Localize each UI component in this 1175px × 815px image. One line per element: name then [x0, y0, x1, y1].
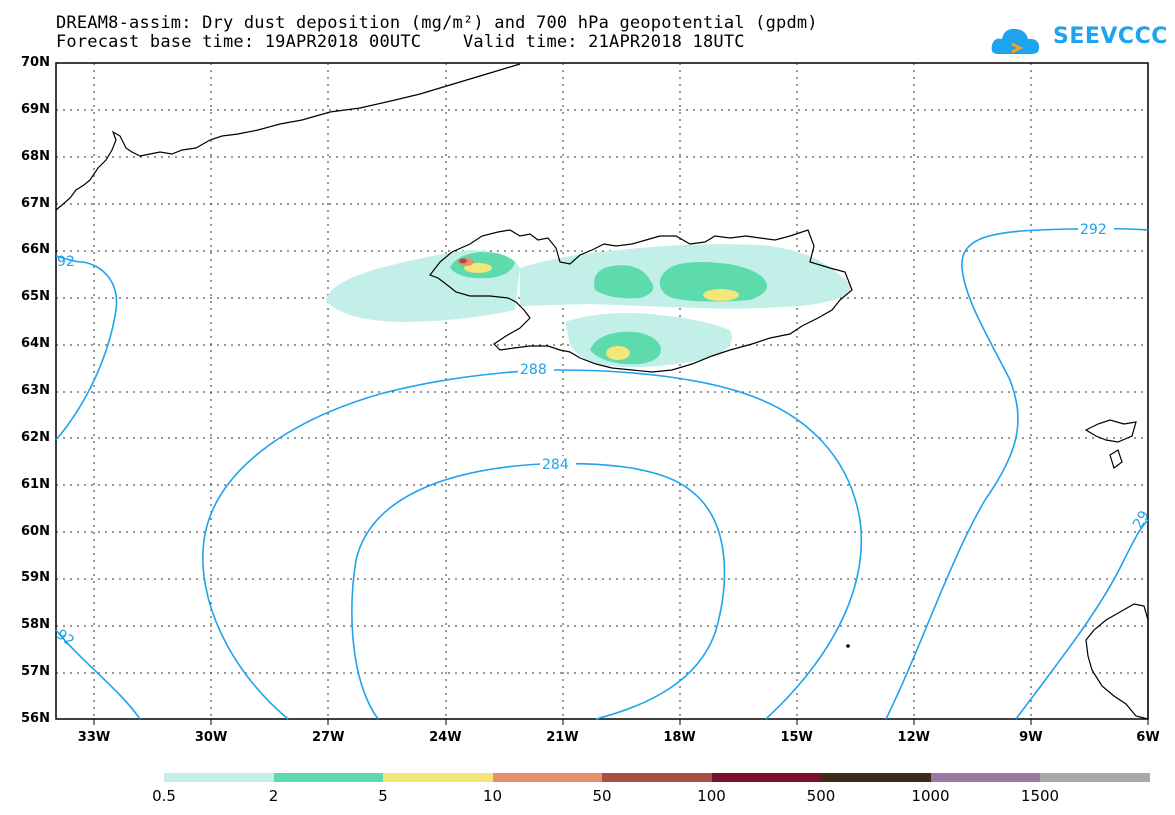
legend-swatch [711, 773, 822, 782]
dust-shading [326, 244, 851, 368]
graticule [56, 63, 1148, 719]
contour-label-288: 288 [520, 362, 547, 378]
legend-tick-label: 10 [482, 787, 503, 805]
map-frame [55, 62, 1149, 720]
legend-swatch [492, 773, 603, 782]
legend-tick-label: 1500 [1020, 787, 1060, 805]
lat-label: 67N [21, 195, 50, 211]
lat-label: 61N [21, 476, 50, 492]
geopotential-contours [55, 227, 1149, 720]
legend-swatch [164, 773, 274, 782]
dust-high-1 [703, 289, 739, 301]
lon-label: 12W [897, 730, 930, 745]
legend-swatch [821, 773, 931, 782]
contour-label-292: 292 [1080, 222, 1107, 238]
legend-swatch [602, 773, 712, 782]
lon-label: 30W [194, 730, 228, 745]
logo-text: SEEVCCC [1053, 24, 1168, 49]
faroe-shetland-coast-1 [1084, 419, 1137, 443]
lat-label: 57N [21, 664, 50, 680]
contour-label-284: 284 [542, 457, 569, 473]
legend-swatch [273, 773, 384, 782]
contour-288 [202, 369, 863, 720]
chart-subtitle: Forecast base time: 19APR2018 00UTC Vali… [56, 32, 745, 52]
contour-284 [351, 462, 726, 720]
lat-label: 59N [21, 570, 50, 586]
lon-label: 21W [546, 730, 579, 745]
contour-292-west [55, 255, 118, 441]
legend-swatch [383, 773, 493, 782]
legend-tick-label: 500 [806, 787, 836, 805]
legend-tick-label: 50 [592, 787, 612, 805]
legend-tick-label: 100 [697, 787, 726, 805]
legend-swatch [930, 773, 1041, 782]
lon-label: 33W [77, 730, 111, 745]
legend-tick-label: 0.5 [152, 787, 176, 805]
lat-label: 56N [21, 711, 50, 726]
scotland-coast [1085, 603, 1149, 720]
contour-label-292-right: 29 [1130, 508, 1153, 531]
lat-label: 66N [21, 242, 50, 258]
dust-mid-1 [594, 265, 654, 299]
lat-label: 62N [21, 429, 50, 445]
lon-label: 24W [429, 730, 462, 745]
lon-label: 18W [663, 730, 696, 745]
contour-292-east [885, 227, 1149, 720]
greenland-coast [55, 63, 521, 211]
lon-label: 27W [312, 730, 345, 745]
lat-label: 58N [21, 617, 50, 633]
lat-label: 63N [21, 383, 50, 398]
lat-label: 70N [21, 55, 50, 70]
lat-label: 64N [21, 336, 50, 352]
iceland-coast [429, 229, 853, 373]
faroe-shetland-coast-2 [1109, 449, 1123, 469]
legend-swatch [1040, 773, 1150, 782]
legend-tick-label: 5 [378, 787, 388, 805]
lon-label: 6W [1136, 730, 1160, 745]
dust-mid-2 [659, 262, 768, 302]
contour-292-southwest [55, 629, 141, 720]
contour-292-southeast [1015, 519, 1149, 720]
legend-tick-label: 2 [268, 787, 279, 805]
lat-label: 68N [21, 148, 50, 164]
contour-label-292-left: 92 [57, 254, 75, 270]
seevccc-cloud-icon [991, 28, 1040, 54]
dust-max-1 [459, 258, 467, 264]
lon-label: 9W [1019, 730, 1043, 745]
dust-high-2 [606, 346, 630, 360]
chart-title: DREAM8-assim: Dry dust deposition (mg/m²… [56, 13, 818, 33]
lat-label: 69N [21, 101, 50, 117]
legend-tick-label: 1000 [911, 787, 950, 805]
dust-high-3 [464, 263, 492, 273]
axis-ticks [93, 719, 1149, 725]
lat-label: 60N [21, 523, 50, 539]
lon-label: 15W [780, 730, 813, 745]
lat-label: 65N [21, 289, 50, 305]
